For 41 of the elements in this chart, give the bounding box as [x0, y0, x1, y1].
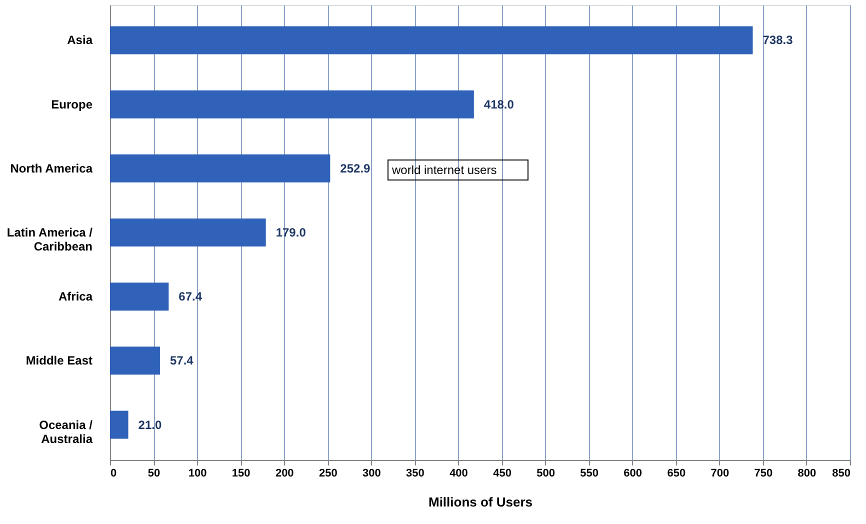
x-tick-label: 750	[754, 468, 773, 480]
bar	[110, 26, 753, 54]
x-axis-title: Millions of Users	[428, 494, 533, 510]
x-tick-label: 700	[710, 468, 730, 480]
x-tick-label: 850	[832, 468, 850, 480]
bar	[110, 346, 160, 375]
y-tick-label: Middle East	[26, 354, 92, 368]
x-tick-label: 0	[110, 468, 117, 480]
data-label: 252.9	[340, 161, 371, 176]
data-label: 57.4	[170, 354, 194, 368]
y-tick-label: Asia	[67, 33, 93, 48]
bar	[110, 410, 128, 439]
data-label: 67.4	[178, 290, 202, 304]
x-tick-label: 350	[406, 468, 424, 480]
x-tick-label: 500	[536, 468, 555, 480]
data-label: 21.0	[138, 418, 162, 432]
bar	[110, 90, 474, 118]
bar	[110, 282, 169, 311]
x-tick-label: 200	[275, 468, 294, 480]
annotation: world internet users	[391, 163, 497, 177]
x-tick-label: 300	[362, 468, 381, 480]
y-tick-label: Latin America / Caribbean	[6, 226, 94, 254]
x-tick-label: 250	[318, 468, 338, 480]
x-tick-label: 800	[798, 468, 816, 480]
x-tick-label: 100	[188, 468, 207, 480]
x-tick-label: 50	[148, 468, 160, 480]
data-label: 418.0	[484, 97, 514, 112]
y-tick-label: Africa	[58, 290, 93, 304]
data-label: 738.3	[762, 33, 794, 48]
x-tick-label: 650	[667, 468, 686, 480]
y-tick-label: Europe	[51, 97, 93, 112]
y-tick-label: Oceania / Australia	[39, 418, 94, 446]
x-tick-label: 400	[450, 468, 468, 480]
bar	[110, 218, 266, 246]
x-tick-label: 450	[493, 468, 512, 480]
x-tick-label: 550	[580, 468, 599, 480]
y-tick-label: North America	[10, 161, 93, 176]
data-label: 179.0	[276, 226, 306, 240]
x-tick-label: 150	[232, 468, 250, 480]
bar	[110, 154, 330, 182]
x-tick-label: 600	[624, 468, 642, 480]
